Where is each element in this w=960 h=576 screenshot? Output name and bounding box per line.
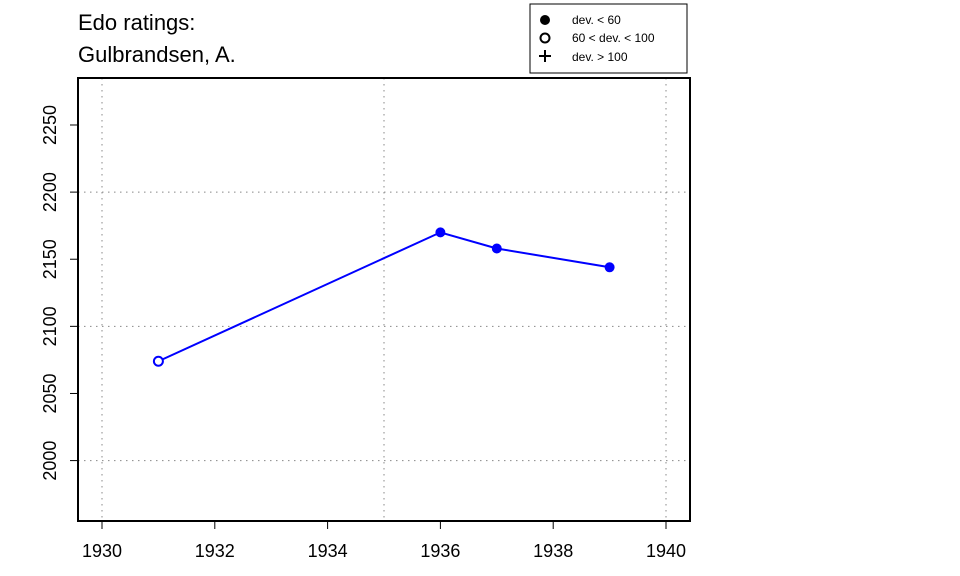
- y-tick-label-1: 2050: [40, 373, 60, 413]
- y-tick-label-5: 2250: [40, 105, 60, 145]
- data-point-1: [435, 227, 446, 238]
- x-tick-label-4: 1938: [533, 541, 573, 561]
- series-line-0: [157, 231, 610, 363]
- data-point-0: [152, 355, 164, 367]
- legend: dev. < 60 60 < dev. < 100 dev. > 100: [529, 3, 688, 74]
- x-tick-label-5: 1940: [646, 541, 686, 561]
- grid: [78, 78, 690, 521]
- x-tick-label-1: 1932: [195, 541, 235, 561]
- legend-open-circle-icon: [539, 32, 551, 44]
- data-point-3: [604, 262, 615, 273]
- y-tick-label-3: 2150: [40, 239, 60, 279]
- legend-label-1: dev. < 60: [572, 13, 621, 27]
- x-axis: 1930 1932 1934 1936 1938 1940: [82, 521, 686, 561]
- legend-label-3: dev. > 100: [572, 50, 628, 64]
- chart-title: Edo ratings: Gulbrandsen, A.: [78, 10, 236, 67]
- legend-label-2: 60 < dev. < 100: [572, 31, 655, 45]
- legend-box: [529, 3, 688, 74]
- x-tick-label-0: 1930: [82, 541, 122, 561]
- y-tick-label-4: 2200: [40, 172, 60, 212]
- y-tick-label-2: 2100: [40, 306, 60, 346]
- x-tick-label-2: 1934: [308, 541, 348, 561]
- x-tick-label-3: 1936: [420, 541, 460, 561]
- data-series: [152, 227, 615, 367]
- y-tick-label-0: 2000: [40, 441, 60, 481]
- plot-frame: [77, 77, 691, 522]
- legend-plus-icon: [539, 50, 551, 62]
- legend-filled-circle-icon: [540, 15, 550, 25]
- title-line-1: Edo ratings:: [78, 10, 195, 35]
- y-axis: 2000 2050 2100 2150 2200 2250: [40, 105, 78, 481]
- title-line-2: Gulbrandsen, A.: [78, 42, 236, 67]
- data-point-2: [491, 243, 502, 254]
